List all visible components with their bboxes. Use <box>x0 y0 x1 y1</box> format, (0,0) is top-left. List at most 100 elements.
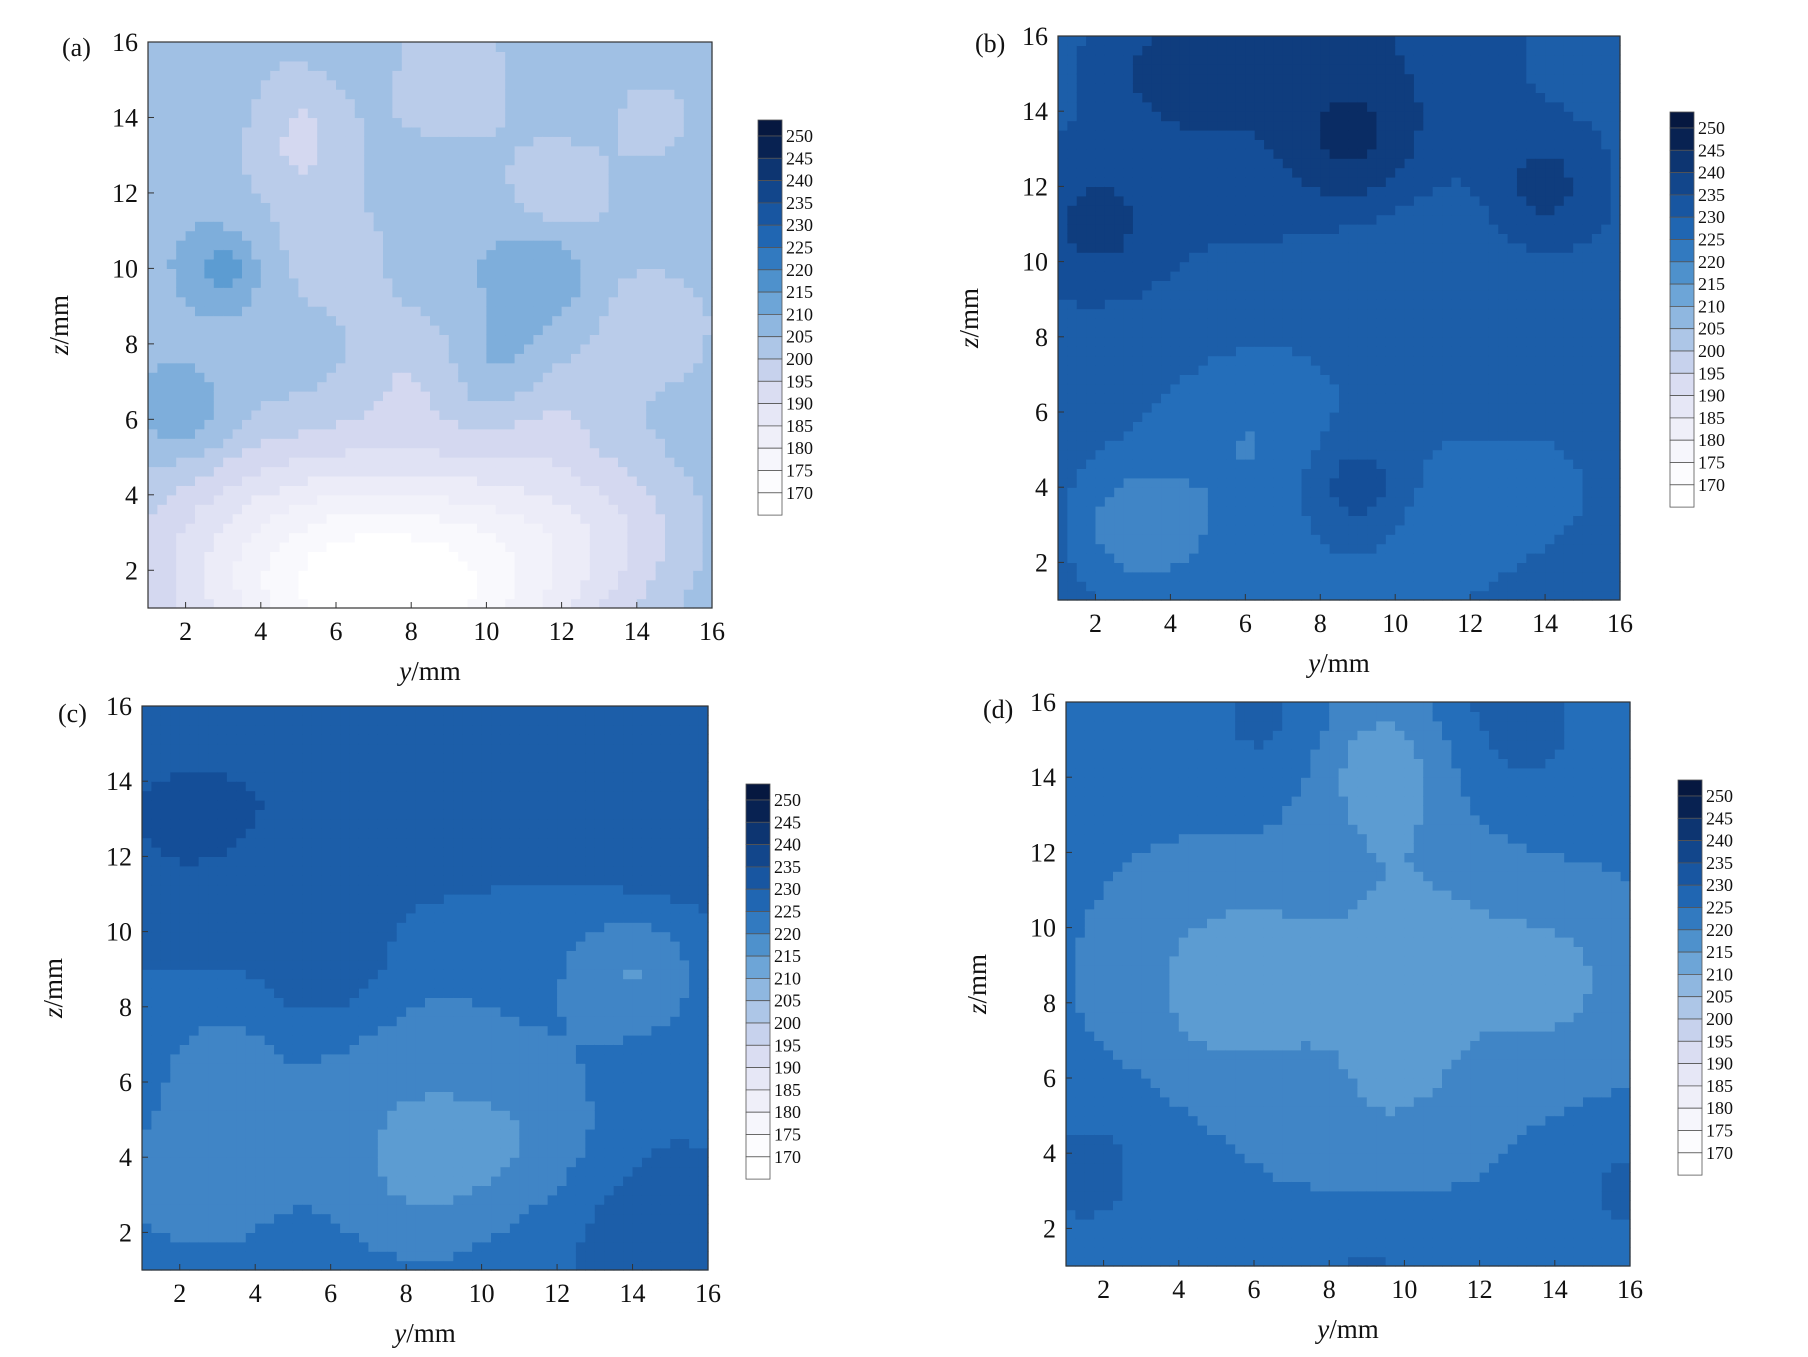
heatmap-cell <box>336 372 346 383</box>
heatmap-cell <box>1245 506 1256 516</box>
heatmap-cell <box>1189 111 1200 122</box>
heatmap-cell <box>1123 524 1134 535</box>
heatmap-cell <box>1161 515 1171 526</box>
heatmap-cell <box>279 211 290 222</box>
heatmap-cell <box>580 532 591 543</box>
heatmap-cell <box>270 287 281 298</box>
heatmap-cell <box>683 60 694 71</box>
heatmap-cell <box>185 579 196 590</box>
heatmap-cell <box>251 570 262 581</box>
heatmap-cell <box>213 589 224 600</box>
heatmap-cell <box>467 541 478 552</box>
heatmap-cell <box>242 287 252 298</box>
heatmap-cell <box>599 475 610 486</box>
heatmap-cell <box>1207 54 1218 65</box>
heatmap-cell <box>1170 308 1181 319</box>
heatmap-cell <box>1151 186 1162 197</box>
heatmap-cell <box>1235 45 1246 56</box>
heatmap-cell <box>251 598 262 609</box>
heatmap-cell <box>1151 581 1162 592</box>
heatmap-cell <box>289 400 299 411</box>
heatmap-cell <box>589 457 600 468</box>
heatmap-cell <box>1086 261 1097 272</box>
heatmap-cell <box>317 560 328 571</box>
heatmap-cell <box>505 211 516 222</box>
heatmap-cell <box>655 551 666 562</box>
heatmap-cell <box>524 400 534 411</box>
heatmap-cell <box>655 136 666 147</box>
heatmap-cell <box>542 277 553 288</box>
heatmap-cell <box>213 211 224 222</box>
heatmap-cell <box>571 315 581 326</box>
heatmap-cell <box>1086 139 1097 150</box>
heatmap-cell <box>1235 412 1246 422</box>
heatmap-cell <box>552 504 563 515</box>
heatmap-cell <box>1161 318 1171 328</box>
heatmap-cell <box>1207 430 1218 441</box>
heatmap-cell <box>364 108 375 119</box>
heatmap-cell <box>439 513 450 524</box>
heatmap-cell <box>1142 167 1153 178</box>
heatmap-cell <box>627 560 638 571</box>
heatmap-cell <box>354 192 365 203</box>
heatmap-cell <box>505 155 516 166</box>
heatmap-cell <box>1198 459 1209 469</box>
heatmap-cell <box>364 334 375 345</box>
heatmap-cell <box>1151 195 1162 206</box>
heatmap-cell <box>354 211 365 222</box>
heatmap-cell <box>1254 45 1265 56</box>
heatmap-cell <box>223 372 234 383</box>
heatmap-cell <box>430 589 440 600</box>
heatmap-cell <box>1207 205 1218 216</box>
heatmap-cell <box>1151 496 1162 507</box>
heatmap-cell <box>1132 393 1143 404</box>
heatmap-cell <box>336 136 346 147</box>
heatmap-cell <box>279 362 290 373</box>
heatmap-cell <box>307 183 318 194</box>
heatmap-cell <box>655 570 666 581</box>
heatmap-cell <box>411 183 422 194</box>
heatmap-cell <box>298 230 309 241</box>
heatmap-cell <box>1217 571 1228 582</box>
heatmap-cell <box>204 381 215 392</box>
heatmap-cell <box>1207 64 1218 75</box>
heatmap-cell <box>636 381 647 392</box>
heatmap-cell <box>561 306 572 317</box>
heatmap-cell <box>1132 383 1143 394</box>
heatmap-cell <box>223 277 234 288</box>
heatmap-cell <box>260 42 271 53</box>
heatmap-cell <box>514 221 525 232</box>
heatmap-cell <box>420 70 431 81</box>
heatmap-cell <box>1235 336 1246 347</box>
heatmap-cell <box>1076 224 1087 234</box>
heatmap-cell <box>674 230 685 241</box>
heatmap-cell <box>1207 496 1218 507</box>
heatmap-cell <box>599 457 610 468</box>
heatmap-cell <box>524 230 534 241</box>
heatmap-cell <box>693 249 704 260</box>
heatmap-cell <box>232 145 243 156</box>
heatmap-cell <box>223 523 234 534</box>
heatmap-cell <box>420 174 431 185</box>
heatmap-cell <box>185 485 196 496</box>
heatmap-cell <box>448 51 459 62</box>
heatmap-cell <box>486 362 497 373</box>
heatmap-cell <box>1095 346 1106 357</box>
heatmap-cell <box>618 513 628 524</box>
heatmap-cell <box>157 277 168 288</box>
heatmap-cell <box>608 428 619 439</box>
heatmap-cell <box>1217 374 1228 385</box>
heatmap-cell <box>1245 534 1256 545</box>
heatmap-cell <box>242 155 252 166</box>
heatmap-cell <box>608 126 619 137</box>
heatmap-cell <box>232 334 243 345</box>
heatmap-cell <box>458 485 469 496</box>
heatmap-cell <box>1170 64 1181 75</box>
heatmap-cell <box>232 598 243 609</box>
heatmap-cell <box>392 268 403 279</box>
heatmap-cell <box>1198 139 1209 150</box>
heatmap-cell <box>157 579 168 590</box>
heatmap-cell <box>1086 346 1097 357</box>
heatmap-cell <box>1114 299 1125 310</box>
heatmap-cell <box>683 51 694 62</box>
